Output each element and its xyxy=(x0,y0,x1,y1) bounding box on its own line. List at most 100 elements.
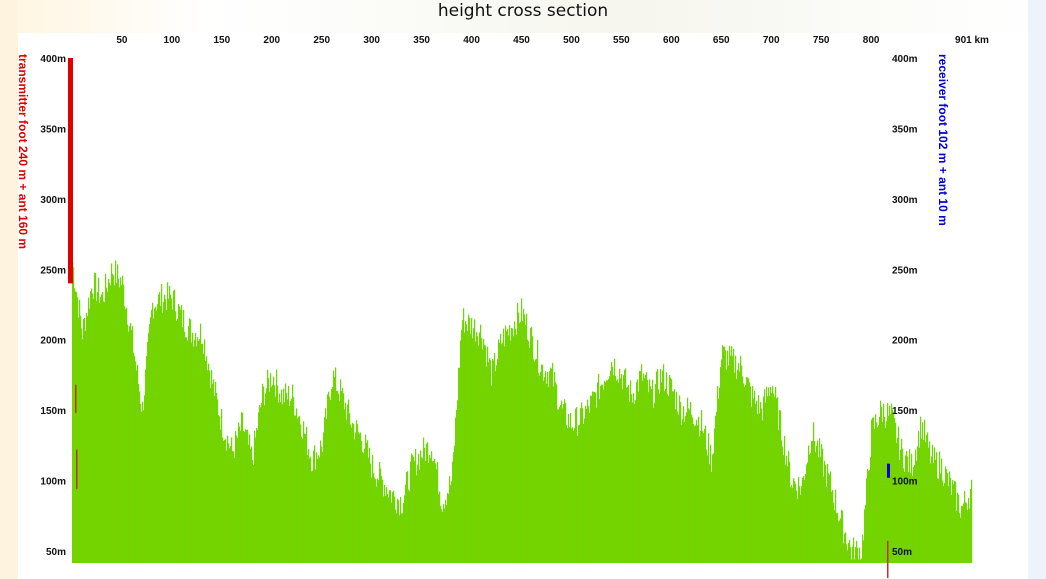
terrain-streak xyxy=(415,475,416,563)
terrain-streak xyxy=(380,492,381,563)
terrain-bar xyxy=(283,388,285,563)
terrain-bar xyxy=(652,379,654,563)
terrain-bar xyxy=(331,388,333,563)
terrain-streak xyxy=(296,422,297,563)
terrain-streak xyxy=(933,474,934,563)
terrain-bar xyxy=(702,431,704,563)
terrain-bar xyxy=(249,434,251,563)
terrain-bar xyxy=(666,372,668,563)
terrain-bar xyxy=(726,369,728,563)
terrain-bar xyxy=(955,481,957,563)
terrain-streak xyxy=(793,495,794,563)
terrain-bar xyxy=(169,285,171,563)
terrain-bar xyxy=(901,438,903,563)
terrain-bar xyxy=(899,460,901,563)
terrain-bar xyxy=(782,446,784,563)
terrain-streak xyxy=(268,397,269,563)
terrain-bar xyxy=(769,395,771,563)
terrain-bar xyxy=(834,509,836,563)
terrain-bar xyxy=(837,512,839,563)
terrain-bar xyxy=(345,402,347,563)
terrain-bar xyxy=(971,479,973,563)
terrain-bar xyxy=(524,314,526,563)
terrain-bar xyxy=(355,432,357,563)
terrain-bar xyxy=(548,387,550,563)
terrain-bar xyxy=(78,317,80,563)
terrain-bar xyxy=(223,440,225,563)
terrain-bar xyxy=(934,447,936,563)
terrain-bar xyxy=(485,345,487,563)
terrain-bar xyxy=(865,504,867,563)
terrain-bar xyxy=(817,440,819,563)
terrain-bar xyxy=(498,339,500,563)
terrain-bar xyxy=(298,416,300,563)
transmitter-label: transmitter foot 240 m + ant 160 m xyxy=(16,54,30,250)
terrain-bar xyxy=(262,383,264,563)
terrain-bar xyxy=(354,439,356,563)
terrain-streak xyxy=(359,448,360,563)
terrain-bar xyxy=(847,550,849,563)
terrain-bar xyxy=(848,542,850,563)
terrain-streak xyxy=(807,468,808,563)
terrain-bar xyxy=(192,332,194,563)
terrain-bar xyxy=(358,432,360,563)
terrain-bar xyxy=(272,384,274,563)
terrain-bar xyxy=(682,419,684,563)
terrain-bar xyxy=(805,473,807,563)
terrain-streak xyxy=(576,435,577,563)
y-tick-label-right: 150m xyxy=(892,406,918,417)
terrain-bar xyxy=(692,417,694,563)
terrain-bar xyxy=(419,469,421,563)
terrain-bar xyxy=(95,273,97,563)
terrain-bar xyxy=(754,390,756,563)
terrain-bar xyxy=(802,477,804,563)
terrain-bar xyxy=(519,322,521,563)
terrain-bar xyxy=(263,386,265,563)
terrain-bar xyxy=(189,318,191,563)
terrain-bar xyxy=(926,434,928,563)
terrain-bar xyxy=(545,371,547,563)
terrain-bar xyxy=(632,402,634,563)
terrain-bar xyxy=(198,341,200,563)
terrain-bar xyxy=(423,437,425,563)
terrain-bar xyxy=(536,358,538,563)
terrain-bar xyxy=(399,515,401,563)
terrain-bar xyxy=(759,413,761,563)
terrain-bar xyxy=(895,422,897,563)
terrain-bar xyxy=(256,428,258,563)
terrain-bar xyxy=(346,419,348,563)
terrain-bar xyxy=(826,486,828,563)
terrain-bar xyxy=(584,418,586,563)
terrain-bar xyxy=(250,448,252,563)
terrain-bar xyxy=(233,451,235,563)
terrain-bar xyxy=(235,431,237,563)
terrain-bar xyxy=(213,379,215,563)
terrain-bar xyxy=(166,310,168,563)
terrain-bar xyxy=(658,389,660,563)
terrain-streak xyxy=(779,434,780,563)
terrain-bar xyxy=(712,454,714,563)
y-tick-label-left: 150m xyxy=(40,406,66,417)
terrain-bar xyxy=(286,392,288,563)
terrain-streak xyxy=(814,453,815,563)
terrain-bar xyxy=(238,422,240,563)
terrain-bar xyxy=(894,417,896,563)
terrain-bar xyxy=(267,369,269,563)
terrain-bar xyxy=(564,399,566,563)
terrain-bar xyxy=(755,403,757,563)
terrain-bar xyxy=(147,341,149,563)
terrain-bar xyxy=(339,400,341,563)
terrain-bar xyxy=(370,463,372,563)
terrain-bar xyxy=(468,314,470,563)
terrain-bar xyxy=(716,411,718,563)
terrain-bar xyxy=(77,297,79,563)
terrain-streak xyxy=(373,482,374,563)
terrain-bar xyxy=(814,441,816,563)
terrain-bar xyxy=(405,484,407,563)
terrain-bar xyxy=(308,449,310,563)
terrain-bar xyxy=(260,407,262,563)
terrain-bar xyxy=(491,385,493,563)
terrain-bar xyxy=(471,318,473,563)
terrain-bar xyxy=(963,503,965,563)
terrain-bar xyxy=(241,412,243,563)
